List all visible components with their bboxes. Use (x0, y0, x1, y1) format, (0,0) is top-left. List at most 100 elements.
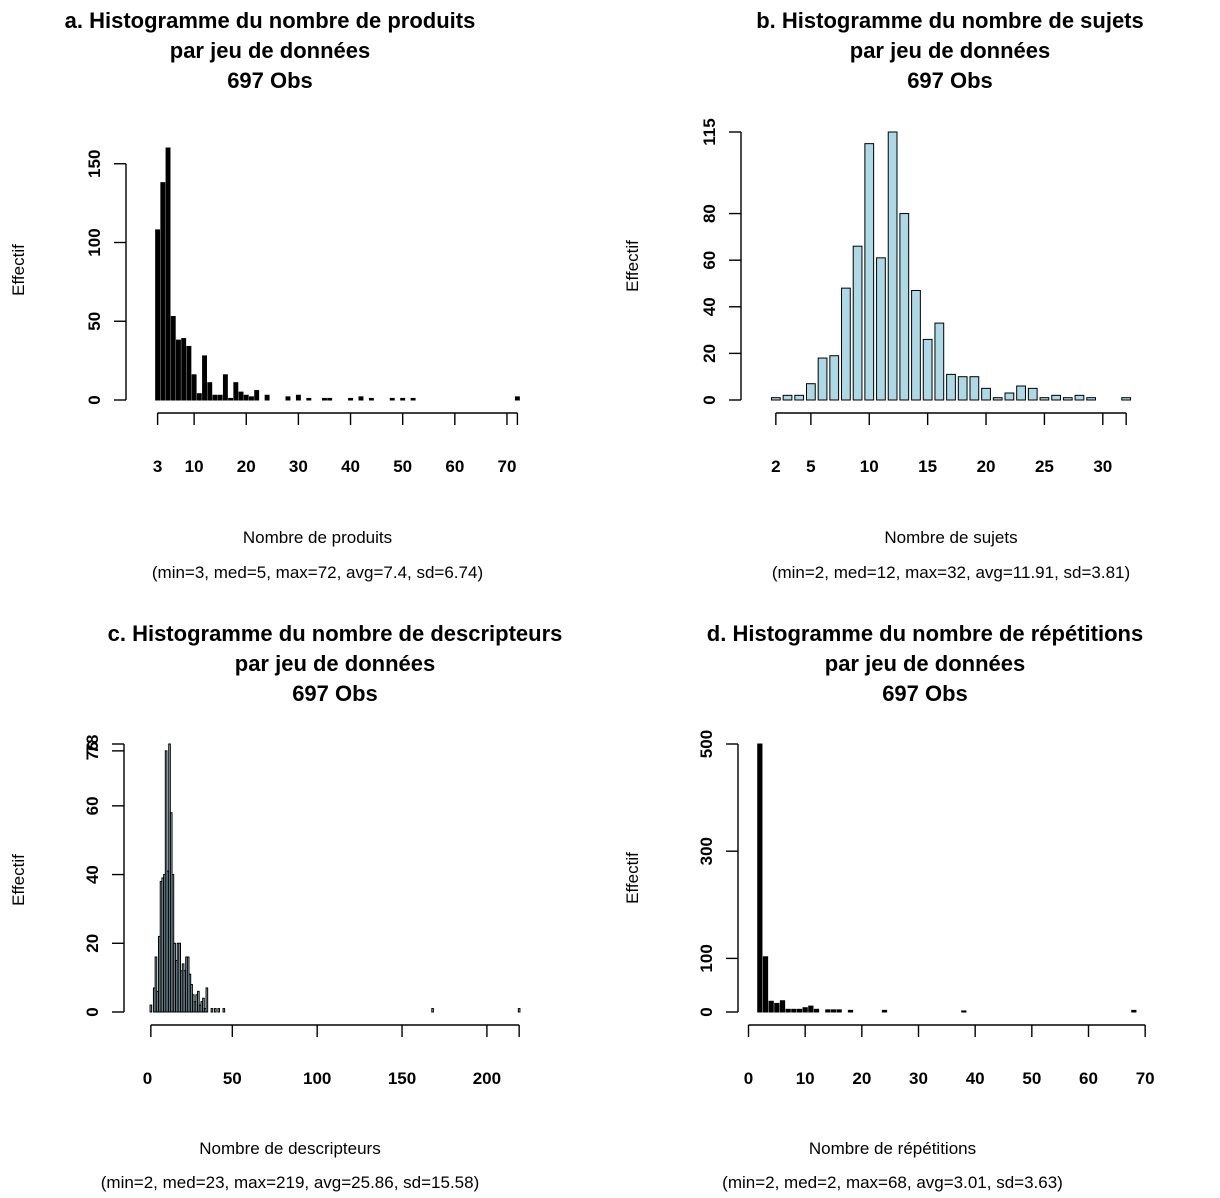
summary-stats-label: (min=2, med=12, max=32, avg=11.91, sd=3.… (772, 563, 1130, 582)
x-tick-label: 0 (744, 1069, 753, 1088)
histogram-bar (961, 1010, 967, 1013)
histogram-bar (217, 394, 223, 401)
histogram-bar (154, 956, 158, 1013)
histogram-bar (368, 397, 374, 401)
histogram-bar (249, 396, 254, 401)
x-tick-label: 30 (909, 1069, 928, 1088)
histogram-bar (981, 387, 991, 401)
histogram-bar (782, 394, 793, 401)
summary-stats-label: (min=3, med=5, max=72, avg=7.4, sd=6.74) (152, 563, 483, 582)
histogram-bar (210, 1008, 214, 1013)
histogram-bar (1051, 394, 1061, 401)
y-tick-label: 500 (697, 730, 716, 758)
histogram-bar (217, 1008, 221, 1013)
x-tick-label: 40 (966, 1069, 985, 1088)
y-tick-label: 150 (85, 150, 104, 178)
histogram-bar (829, 355, 840, 401)
histogram-bar (899, 213, 910, 401)
x-tick-label: 60 (445, 457, 464, 476)
chart-title-line: c. Histogramme du nombre de descripteurs (108, 621, 563, 646)
y-tick-label: 0 (697, 1007, 716, 1016)
y-tick-label: 20 (700, 344, 719, 363)
y-tick-label: 78 (83, 735, 102, 754)
histogram-bar (410, 397, 416, 401)
chart-title-line: par jeu de données (235, 651, 436, 676)
x-tick-label: 20 (237, 457, 256, 476)
histogram-bar (911, 289, 921, 401)
chart-panel-c: c. Histogramme du nombre de descripteurs… (9, 621, 562, 1192)
histogram-bar (306, 397, 312, 401)
histogram-bar (864, 143, 875, 401)
histogram-bar (149, 1004, 153, 1013)
histogram-bar (186, 345, 192, 401)
histogram-bar (992, 397, 1003, 401)
histogram-bar (400, 397, 406, 401)
x-axis-title: Nombre de répétitions (809, 1139, 976, 1158)
chart-title-line: 697 Obs (227, 68, 313, 93)
chart-title-line: par jeu de données (850, 38, 1051, 63)
y-tick-label: 100 (697, 944, 716, 972)
x-tick-label: 10 (860, 457, 879, 476)
x-tick-label: 50 (393, 457, 412, 476)
y-tick-label: 80 (700, 204, 719, 223)
histogram-bar (934, 322, 945, 401)
histogram-bar (847, 1009, 854, 1013)
y-tick-label: 115 (700, 118, 719, 145)
histogram-bar (228, 397, 234, 401)
histogram-bar (295, 394, 301, 401)
y-axis-title: Effectif (623, 240, 642, 292)
histogram-bar (770, 397, 781, 401)
chart-title-line: 697 Obs (292, 681, 378, 706)
histogram-bar (1016, 385, 1026, 401)
histogram-bar (517, 1008, 521, 1013)
histogram-bar (327, 397, 333, 401)
x-tick-label: 40 (341, 457, 360, 476)
histogram-bar (841, 287, 851, 401)
histogram-bar (214, 1008, 217, 1013)
histogram-bar (176, 339, 181, 401)
chart-title-line: par jeu de données (825, 651, 1026, 676)
histogram-bar (785, 1008, 791, 1013)
x-tick-label: 0 (143, 1069, 152, 1088)
histogram-bar (813, 1008, 820, 1013)
histogram-bar (254, 390, 260, 401)
histogram-bar (1062, 397, 1073, 401)
histogram-bar (852, 245, 863, 401)
histogram-bar (969, 376, 980, 401)
y-tick-label: 300 (697, 837, 716, 865)
histogram-bar (762, 956, 769, 1013)
x-tick-label: 150 (388, 1069, 416, 1088)
histogram-bar (768, 1000, 774, 1013)
chart-title-line: 697 Obs (882, 681, 968, 706)
x-tick-label: 50 (223, 1069, 242, 1088)
x-tick-label: 5 (806, 457, 815, 476)
x-tick-label: 10 (185, 457, 204, 476)
y-tick-label: 40 (83, 865, 102, 884)
histogram-bar (791, 1008, 797, 1013)
y-tick-label: 50 (85, 312, 104, 331)
histogram-bar (802, 1007, 808, 1013)
histogram-bar (170, 316, 176, 401)
histogram-bar (805, 383, 816, 401)
histogram-bar (285, 396, 291, 401)
chart-title-line: 697 Obs (907, 68, 993, 93)
histogram-bar (197, 990, 200, 1013)
histogram-bar (757, 743, 763, 1013)
histogram-bar (222, 374, 228, 401)
y-tick-label: 0 (700, 395, 719, 404)
y-tick-label: 0 (83, 1007, 102, 1016)
histogram-bar (431, 1008, 434, 1013)
x-tick-label: 2 (771, 457, 780, 476)
histogram-bar (165, 147, 171, 401)
y-axis-title: Effectif (9, 244, 28, 296)
chart-panel-d: d. Histogramme du nombre de répétitions p… (623, 621, 1155, 1192)
histogram-bar (796, 1008, 803, 1013)
y-tick-label: 100 (85, 228, 104, 256)
histogram-bar (1086, 397, 1097, 401)
chart-panel-b: b. Histogramme du nombre de sujets par je… (623, 8, 1144, 582)
x-tick-label: 20 (977, 457, 996, 476)
histogram-bar (196, 393, 202, 401)
histogram-bar (817, 357, 828, 401)
y-tick-label: 0 (85, 395, 104, 404)
